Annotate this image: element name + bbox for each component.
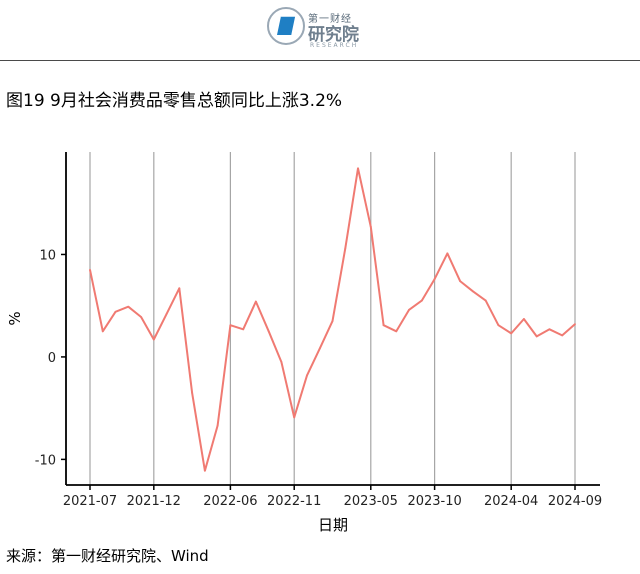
data-point	[548, 328, 551, 331]
data-point	[471, 290, 474, 293]
data-point	[255, 300, 257, 303]
data-point	[318, 347, 321, 350]
data-point	[561, 334, 564, 337]
data-point	[152, 338, 155, 341]
series-line	[89, 167, 576, 472]
data-point	[89, 268, 91, 271]
data-point	[306, 374, 308, 377]
data-point	[229, 324, 232, 327]
header-divider	[0, 60, 640, 61]
data-point	[357, 167, 359, 170]
data-point	[535, 335, 538, 338]
x-tick-label: 2022-11	[267, 494, 321, 509]
data-point	[267, 330, 270, 333]
data-point	[191, 391, 194, 394]
data-point	[203, 469, 206, 472]
logo-sub-text: RESEARCH	[310, 42, 359, 49]
series-layer	[89, 167, 576, 472]
source-note: 来源：第一财经研究院、Wind	[6, 547, 209, 565]
x-tick-label: 2024-04	[484, 494, 538, 509]
data-point	[446, 252, 449, 255]
data-point	[484, 299, 487, 302]
y-tick-label: -10	[35, 453, 56, 468]
x-tick-label: 2023-10	[407, 494, 461, 509]
x-tick-label: 2023-05	[344, 494, 398, 509]
data-point	[382, 324, 385, 327]
data-point	[178, 287, 181, 290]
logo-top-text: 第一财经	[308, 14, 352, 25]
data-point	[369, 225, 372, 228]
label-layer: 2021-07 2021-12 2022-06 2022-11 2023-05 2023-…	[6, 248, 602, 534]
data-point	[523, 318, 525, 320]
data-point	[101, 330, 104, 333]
y-axis-title: %	[6, 311, 24, 325]
data-point	[497, 324, 500, 327]
data-point	[574, 323, 576, 326]
data-point	[114, 310, 117, 313]
data-point	[433, 278, 436, 280]
data-point	[459, 280, 462, 283]
data-point	[344, 247, 347, 250]
logo-emblem-icon	[267, 7, 305, 45]
x-axis-title: 日期	[318, 516, 348, 534]
logo-main-text: 研究院	[308, 25, 359, 45]
data-point	[408, 308, 410, 311]
chart-title: 图19 9月社会消费品零售总额同比上涨3.2%	[6, 91, 343, 111]
grid-layer	[89, 152, 576, 485]
data-point	[510, 332, 513, 335]
line-chart: 2021-07 2021-12 2022-06 2022-11 2023-05 2023-…	[6, 152, 602, 534]
x-tick-label: 2024-09	[548, 494, 602, 509]
y-tick-label: 10	[39, 248, 56, 263]
data-point	[242, 328, 245, 331]
y-tick-label: 0	[48, 351, 56, 366]
x-tick-label: 2021-12	[127, 494, 181, 509]
data-point	[420, 299, 423, 302]
data-point	[395, 330, 398, 333]
axis-layer	[61, 152, 600, 490]
x-tick-label: 2021-07	[63, 494, 117, 509]
data-point	[165, 312, 168, 315]
data-point	[140, 316, 142, 318]
data-point	[293, 416, 296, 419]
data-point	[127, 305, 130, 308]
brand-logo: 第一财经 研究院 RESEARCH	[266, 6, 376, 52]
x-tick-label: 2022-06	[203, 494, 257, 509]
data-point	[331, 320, 334, 322]
report-header: 第一财经 研究院 RESEARCH	[0, 0, 640, 60]
data-point	[216, 424, 219, 427]
data-point	[280, 361, 283, 363]
